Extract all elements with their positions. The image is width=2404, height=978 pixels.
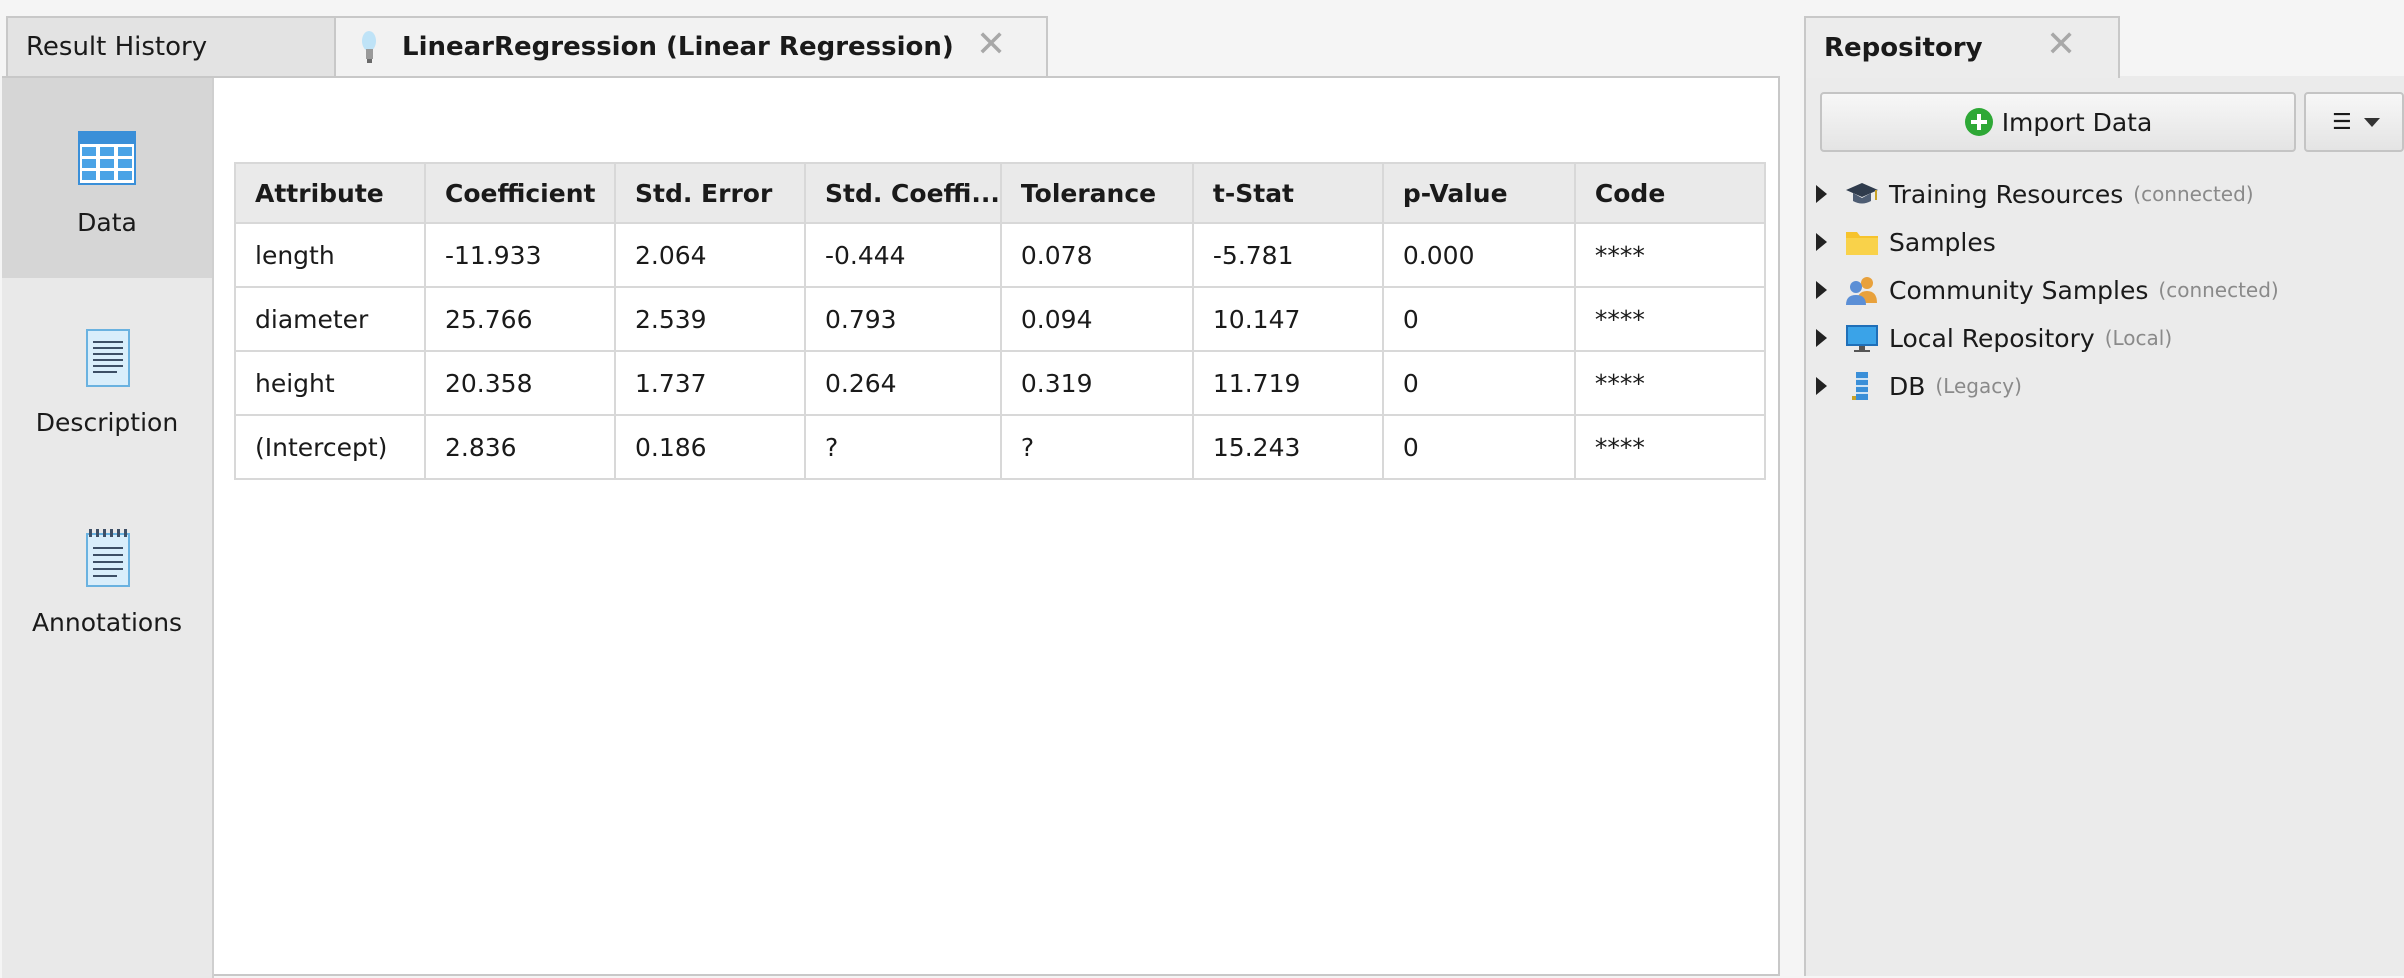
tab-repository[interactable]: Repository ✕ bbox=[1804, 16, 2120, 78]
expand-arrow-icon[interactable] bbox=[1816, 281, 1827, 299]
column-header[interactable]: Std. Coeffi... bbox=[804, 162, 1002, 224]
tree-item-db[interactable]: DB (Legacy) bbox=[1816, 366, 2022, 406]
table-row[interactable]: (Intercept) 2.836 0.186 ? ? 15.243 0 ***… bbox=[234, 414, 1766, 480]
nav-item-data[interactable]: Data bbox=[2, 78, 212, 278]
folder-icon bbox=[1845, 227, 1879, 257]
table-cell: 2.064 bbox=[614, 222, 806, 288]
table-cell: 11.719 bbox=[1191, 350, 1384, 416]
graduation-cap-icon bbox=[1845, 179, 1879, 209]
column-header[interactable]: Coefficient bbox=[424, 162, 616, 224]
table-cell: 15.243 bbox=[1191, 414, 1384, 480]
tree-item-label: Training Resources bbox=[1889, 179, 2124, 209]
monitor-icon bbox=[1845, 323, 1879, 353]
column-header[interactable]: Code bbox=[1573, 162, 1766, 224]
table-cell: 0 bbox=[1381, 350, 1576, 416]
table-cell: 1.737 bbox=[614, 350, 806, 416]
tree-item-samples[interactable]: Samples bbox=[1816, 222, 1996, 262]
table-cell: 0.000 bbox=[1381, 222, 1576, 288]
tree-item-status: (connected) bbox=[2158, 278, 2279, 302]
tab-linear-regression-label: LinearRegression (Linear Regression) bbox=[402, 32, 954, 62]
tab-linear-regression[interactable]: LinearRegression (Linear Regression) ✕ bbox=[334, 16, 1048, 76]
table-cell: 0 bbox=[1381, 286, 1576, 352]
table-cell: **** bbox=[1573, 286, 1766, 352]
tree-item-local-repository[interactable]: Local Repository (Local) bbox=[1816, 318, 2172, 358]
tree-item-label: Samples bbox=[1889, 227, 1996, 257]
import-data-label: Import Data bbox=[2001, 107, 2153, 137]
nav-item-annotations[interactable]: Annotations bbox=[2, 478, 212, 678]
nav-item-description-label: Description bbox=[35, 408, 179, 437]
table-cell: **** bbox=[1573, 222, 1766, 288]
expand-arrow-icon[interactable] bbox=[1816, 329, 1827, 347]
column-header[interactable]: p-Value bbox=[1381, 162, 1576, 224]
close-icon[interactable]: ✕ bbox=[976, 24, 1007, 65]
table-cell: 0.264 bbox=[804, 350, 1002, 416]
column-header[interactable]: Std. Error bbox=[614, 162, 806, 224]
table-cell: -11.933 bbox=[424, 222, 616, 288]
table-row[interactable]: height 20.358 1.737 0.264 0.319 11.719 0… bbox=[234, 350, 1766, 416]
column-header[interactable]: Attribute bbox=[234, 162, 426, 224]
tab-result-history-label: Result History bbox=[26, 32, 208, 62]
table-cell: **** bbox=[1573, 414, 1766, 480]
table-cell: -5.781 bbox=[1191, 222, 1384, 288]
table-cell: 25.766 bbox=[424, 286, 616, 352]
tree-item-label: DB bbox=[1889, 371, 1926, 401]
view-side-nav: Data Description bbox=[2, 78, 214, 978]
tree-item-status: (connected) bbox=[2133, 182, 2254, 206]
table-cell: 10.147 bbox=[1191, 286, 1384, 352]
table-cell: ? bbox=[804, 414, 1002, 480]
tree-item-training-resources[interactable]: Training Resources (connected) bbox=[1816, 174, 2254, 214]
tree-item-label: Local Repository bbox=[1889, 323, 2095, 353]
coefficient-table: Attribute Coefficient Std. Error Std. Co… bbox=[234, 162, 1766, 480]
expand-arrow-icon[interactable] bbox=[1816, 233, 1827, 251]
nav-item-description[interactable]: Description bbox=[2, 278, 212, 478]
notepad-icon bbox=[77, 528, 137, 588]
table-cell: ? bbox=[999, 414, 1194, 480]
table-cell: height bbox=[234, 350, 426, 416]
tree-item-community-samples[interactable]: Community Samples (connected) bbox=[1816, 270, 2279, 310]
repository-title: Repository bbox=[1824, 33, 1983, 63]
column-header[interactable]: Tolerance bbox=[999, 162, 1194, 224]
table-cell: 0 bbox=[1381, 414, 1576, 480]
tree-item-label: Community Samples bbox=[1889, 275, 2149, 305]
chevron-down-icon bbox=[2363, 117, 2380, 127]
tree-item-status: (Local) bbox=[2104, 326, 2173, 350]
table-cell: 2.539 bbox=[614, 286, 806, 352]
nav-item-data-label: Data bbox=[77, 208, 137, 237]
table-icon bbox=[77, 128, 137, 188]
table-cell: 2.836 bbox=[424, 414, 616, 480]
table-cell: 0.186 bbox=[614, 414, 806, 480]
table-cell: 0.793 bbox=[804, 286, 1002, 352]
expand-arrow-icon[interactable] bbox=[1816, 377, 1827, 395]
table-row[interactable]: length -11.933 2.064 -0.444 0.078 -5.781… bbox=[234, 222, 1766, 288]
table-cell: -0.444 bbox=[804, 222, 1002, 288]
close-icon[interactable]: ✕ bbox=[2046, 24, 2077, 65]
table-cell: diameter bbox=[234, 286, 426, 352]
table-cell: length bbox=[234, 222, 426, 288]
expand-arrow-icon[interactable] bbox=[1816, 185, 1827, 203]
tab-result-history[interactable]: Result History bbox=[6, 16, 336, 76]
database-icon bbox=[1845, 371, 1879, 401]
tree-item-status: (Legacy) bbox=[1935, 374, 2022, 398]
repository-panel bbox=[1804, 76, 2404, 976]
lightbulb-icon bbox=[358, 29, 382, 65]
column-header[interactable]: t-Stat bbox=[1191, 162, 1384, 224]
table-cell: 0.319 bbox=[999, 350, 1194, 416]
document-icon bbox=[77, 328, 137, 388]
table-row[interactable]: diameter 25.766 2.539 0.793 0.094 10.147… bbox=[234, 286, 1766, 352]
table-cell: (Intercept) bbox=[234, 414, 426, 480]
table-cell: 0.078 bbox=[999, 222, 1194, 288]
table-header-row: Attribute Coefficient Std. Error Std. Co… bbox=[234, 162, 1766, 224]
nav-item-annotations-label: Annotations bbox=[31, 608, 183, 637]
community-icon bbox=[1845, 275, 1879, 305]
plus-circle-icon bbox=[1964, 107, 1994, 137]
import-data-button[interactable]: Import Data bbox=[1820, 92, 2296, 152]
table-cell: **** bbox=[1573, 350, 1766, 416]
table-cell: 0.094 bbox=[999, 286, 1194, 352]
repository-menu-button[interactable]: ☰ bbox=[2304, 92, 2404, 152]
hamburger-icon: ☰ bbox=[2332, 109, 2352, 135]
table-cell: 20.358 bbox=[424, 350, 616, 416]
